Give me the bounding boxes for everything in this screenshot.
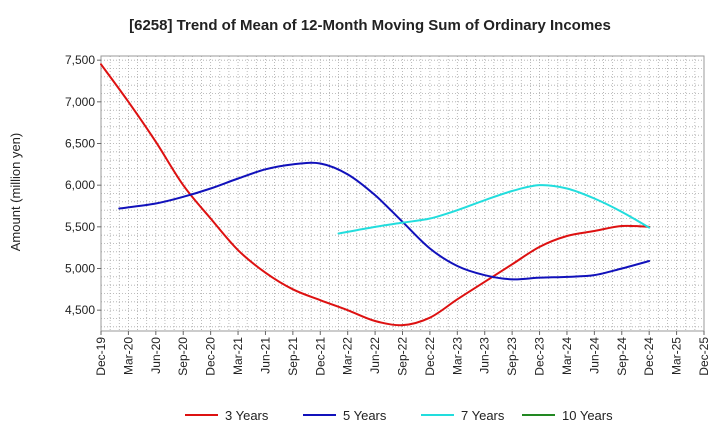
x-tick-label: Dec-19 [94,337,108,376]
y-tick-label: 6,000 [65,178,95,192]
x-tick-label: Mar-20 [121,337,135,375]
x-tick-label: Dec-23 [533,337,547,376]
chart-title: [6258] Trend of Mean of 12-Month Moving … [129,17,611,34]
x-tick-label: Mar-23 [450,337,464,375]
x-tick-label: Jun-21 [258,337,272,374]
x-tick-label: Jun-23 [478,337,492,374]
x-tick-label: Mar-24 [560,337,574,375]
x-tick-label: Dec-20 [204,337,218,376]
series-line-3-years [100,63,651,327]
legend-label-10-years: 10 Years [562,408,613,423]
series-layer [100,63,651,327]
series-line-7-years [337,184,651,235]
legend-label-3-years: 3 Years [225,408,269,423]
x-tick-label: Sep-21 [286,337,300,376]
x-tick-label: Dec-22 [423,337,437,376]
x-tick-label: Jun-20 [149,337,163,374]
x-tick-label: Sep-23 [505,337,519,376]
y-axis-label: Amount (million yen) [8,133,23,252]
grid-layer [101,56,704,331]
y-tick-label: 4,500 [65,303,95,317]
legend-label-7-years: 7 Years [461,408,505,423]
x-tick-label: Mar-21 [231,337,245,375]
x-tick-label: Dec-25 [697,337,711,376]
legend-label-5-years: 5 Years [343,408,387,423]
x-tick-label: Sep-20 [176,337,190,376]
x-tick-label: Sep-22 [396,337,410,376]
legend: 3 Years 5 Years 7 Years 10 Years [185,408,613,423]
axis-layer: 4,500 5,000 5,500 6,000 6,500 7,000 7,500 Dec-1… [65,53,711,376]
y-tick-label: 5,500 [65,220,95,234]
x-tick-label: Mar-25 [670,337,684,375]
series-line-5-years [118,161,651,281]
y-tick-label: 5,000 [65,262,95,276]
x-tick-label: Jun-22 [368,337,382,374]
x-tick-label: Dec-24 [642,337,656,376]
y-tick-label: 7,000 [65,95,95,109]
x-tick-label: Jun-24 [587,337,601,374]
x-tick-label: Dec-21 [313,337,327,376]
y-tick-label: 6,500 [65,137,95,151]
x-tick-label: Mar-22 [341,337,355,375]
y-tick-label: 7,500 [65,53,95,67]
x-tick-label: Sep-24 [615,337,629,376]
